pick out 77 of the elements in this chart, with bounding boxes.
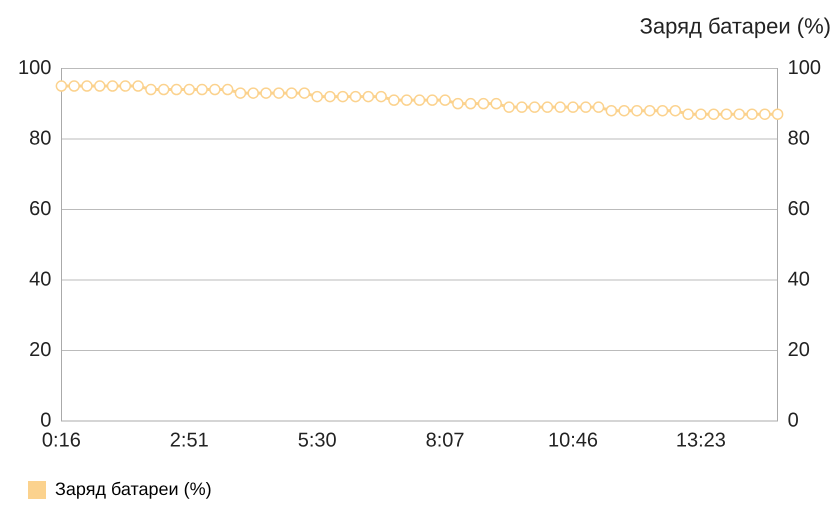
point xyxy=(132,80,144,92)
point xyxy=(94,80,106,92)
point xyxy=(362,90,374,102)
point xyxy=(772,108,784,120)
point xyxy=(592,101,604,113)
point xyxy=(746,108,758,120)
x-tick-label: 2:51 xyxy=(170,430,209,452)
x-tick-label: 10:46 xyxy=(548,430,598,452)
point xyxy=(68,80,80,92)
y2-tick-label: 20 xyxy=(788,338,810,361)
point xyxy=(298,87,310,99)
x-tick-label: 0:16 xyxy=(42,430,81,452)
y-tick-label: 20 xyxy=(29,338,52,361)
point xyxy=(644,104,656,116)
point xyxy=(170,84,182,96)
point xyxy=(247,87,259,99)
point xyxy=(158,84,170,96)
point xyxy=(260,87,272,99)
point xyxy=(708,108,720,120)
point xyxy=(196,84,208,96)
point xyxy=(273,87,285,99)
point xyxy=(542,101,554,113)
point xyxy=(464,98,476,110)
y2-tick-label: 100 xyxy=(788,56,822,79)
point xyxy=(490,98,502,110)
point xyxy=(56,80,68,92)
point xyxy=(503,101,515,113)
y-tick-label: 0 xyxy=(40,410,52,432)
point xyxy=(222,84,234,96)
point xyxy=(234,87,246,99)
point xyxy=(337,90,349,102)
point xyxy=(452,98,464,110)
point xyxy=(350,90,362,102)
point xyxy=(618,104,630,116)
point xyxy=(400,94,412,106)
y2-tick-label: 0 xyxy=(788,410,799,432)
point xyxy=(580,101,592,113)
point xyxy=(388,94,400,106)
x-tick-label: 13:23 xyxy=(676,430,726,452)
y2-tick-label: 60 xyxy=(788,198,810,220)
point xyxy=(528,101,540,113)
point xyxy=(734,108,746,120)
legend-label: Заряд батареи (%) xyxy=(55,478,212,499)
point xyxy=(670,104,682,116)
point xyxy=(554,101,566,113)
point xyxy=(324,90,336,102)
point xyxy=(414,94,426,106)
point xyxy=(81,80,93,92)
x-tick-label: 8:07 xyxy=(426,430,465,452)
point xyxy=(695,108,707,120)
point xyxy=(120,80,132,92)
point xyxy=(567,101,579,113)
point xyxy=(439,94,451,106)
point xyxy=(759,108,771,120)
point xyxy=(145,84,157,96)
point xyxy=(286,87,298,99)
point xyxy=(184,84,196,96)
point xyxy=(311,90,323,102)
point xyxy=(209,84,221,96)
point xyxy=(375,90,387,102)
point xyxy=(631,104,643,116)
point xyxy=(106,80,118,92)
point xyxy=(720,108,732,120)
point xyxy=(516,101,528,113)
point xyxy=(606,104,618,116)
y-tick-label: 80 xyxy=(29,127,52,150)
y-tick-label: 40 xyxy=(29,268,52,290)
y-tick-label: 100 xyxy=(18,56,52,79)
chart-title: Заряд батареи (%) xyxy=(640,13,831,38)
y-tick-label: 60 xyxy=(29,198,52,220)
point xyxy=(656,104,668,116)
point xyxy=(682,108,694,120)
y2-tick-label: 80 xyxy=(788,127,810,150)
x-tick-label: 5:30 xyxy=(298,430,337,452)
point xyxy=(478,98,490,110)
point xyxy=(426,94,438,106)
y2-tick-label: 40 xyxy=(788,268,810,290)
